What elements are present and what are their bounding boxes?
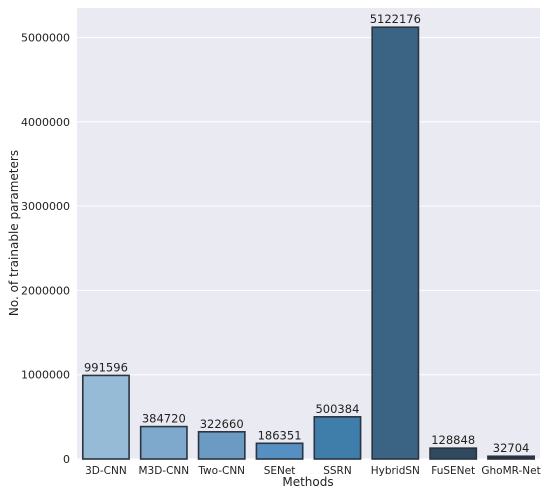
y-tick-label: 2000000 — [21, 284, 70, 297]
x-tick-label: FuSENet — [431, 465, 475, 477]
data-label: 128848 — [431, 433, 475, 447]
x-tick-label: SSRN — [323, 465, 351, 477]
y-tick-label: 5000000 — [21, 32, 70, 45]
plot-area — [77, 8, 540, 459]
data-labels: 991596 384720 322660 186351 500384 5122176 128… — [84, 12, 529, 455]
x-axis-label: Methods — [282, 475, 333, 489]
x-axis-ticks: 3D-CNN M3D-CNN Two-CNN SENet SSRN HybridSN FuS… — [85, 465, 541, 477]
data-label: 384720 — [142, 412, 186, 426]
x-tick-label: SENet — [264, 465, 296, 477]
y-tick-label: 3000000 — [21, 200, 70, 213]
data-label: 500384 — [315, 402, 359, 416]
data-label: 5122176 — [370, 12, 421, 26]
y-tick-label: 1000000 — [21, 369, 70, 382]
bars — [81, 26, 536, 460]
data-label: 186351 — [258, 428, 302, 442]
bar-two-cnn — [197, 431, 246, 460]
y-tick-label: 0 — [63, 453, 70, 466]
y-tick-label: 4000000 — [21, 116, 70, 129]
bar-fusenet — [429, 447, 478, 460]
bar-ghomr-net — [487, 455, 536, 460]
bar-m3d-cnn — [139, 425, 188, 460]
y-axis-ticks: 0 1000000 2000000 3000000 4000000 5000000 — [21, 32, 70, 466]
data-label: 322660 — [200, 417, 244, 431]
bar-3d-cnn — [81, 374, 130, 460]
y-axis-label: No. of trainable parameters — [7, 150, 21, 316]
bar-ssrn — [313, 416, 362, 460]
x-tick-label: 3D-CNN — [85, 465, 127, 477]
x-tick-label: M3D-CNN — [138, 465, 189, 477]
data-label: 32704 — [493, 441, 530, 455]
bar-senet — [255, 442, 304, 460]
x-tick-label: Two-CNN — [197, 465, 245, 477]
x-tick-label: HybridSN — [371, 465, 420, 477]
bar-hybridsn — [371, 26, 420, 460]
data-label: 991596 — [84, 360, 128, 374]
x-tick-label: GhoMR-Net — [481, 465, 540, 477]
